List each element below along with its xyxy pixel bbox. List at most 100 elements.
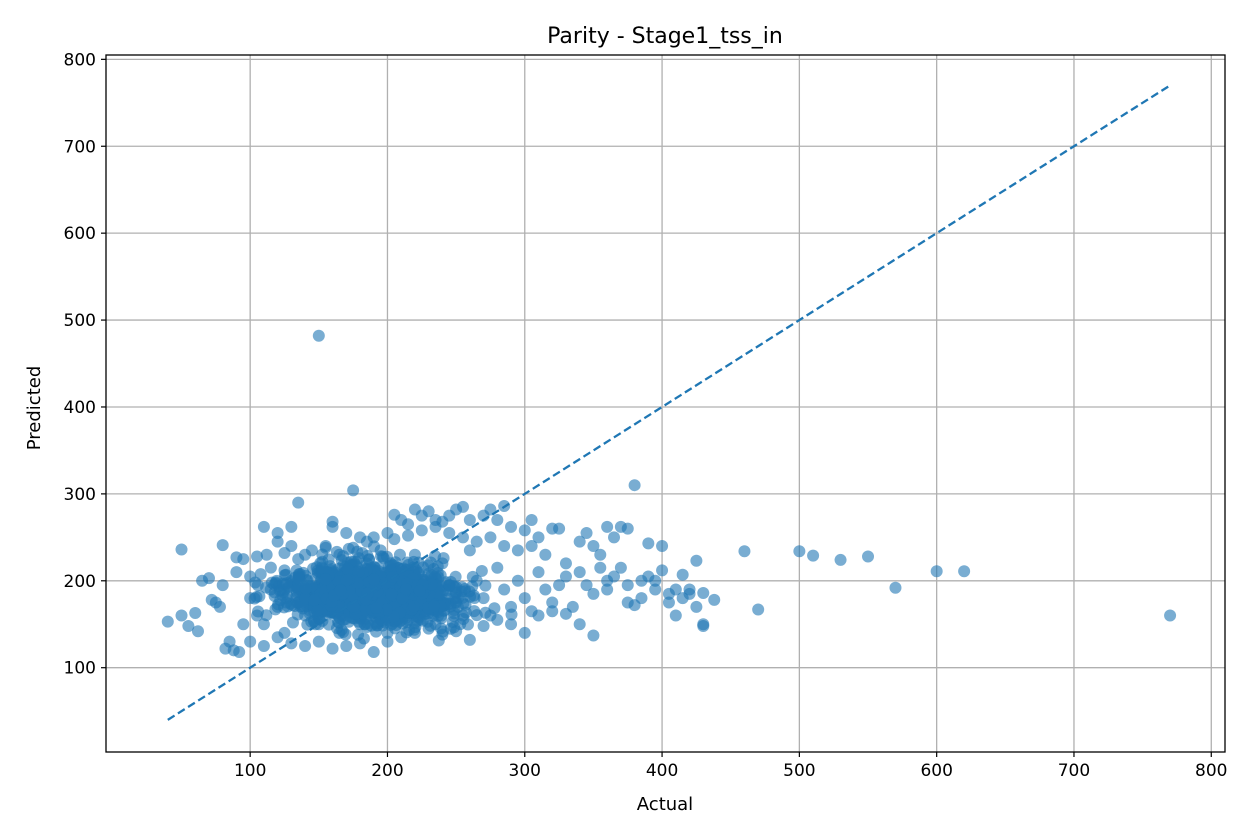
grid xyxy=(106,55,1225,752)
data-point xyxy=(566,600,579,613)
data-point xyxy=(305,544,318,557)
data-point xyxy=(466,570,479,583)
data-point xyxy=(662,596,675,609)
y-tick-label: 300 xyxy=(64,485,96,505)
data-point xyxy=(477,619,490,632)
data-point xyxy=(505,618,518,631)
data-point xyxy=(271,535,284,548)
data-point xyxy=(546,596,559,609)
data-point xyxy=(340,526,353,539)
data-point xyxy=(573,535,586,548)
data-point xyxy=(293,572,306,585)
data-point xyxy=(425,578,438,591)
data-point xyxy=(443,526,456,539)
data-point xyxy=(834,553,847,566)
data-point xyxy=(448,607,461,620)
data-point xyxy=(649,583,662,596)
x-tick-label: 300 xyxy=(509,761,541,781)
data-point xyxy=(316,548,329,561)
data-point xyxy=(546,605,559,618)
data-point xyxy=(498,583,511,596)
data-point xyxy=(237,553,250,566)
data-point xyxy=(518,524,531,537)
data-point xyxy=(752,603,765,616)
data-point xyxy=(793,545,806,558)
data-point xyxy=(307,615,320,628)
data-point xyxy=(468,605,481,618)
data-point xyxy=(175,543,188,556)
y-axis-ticks: 100 200 300 400 500 600 700 800 xyxy=(64,50,106,679)
x-tick-label: 500 xyxy=(783,761,815,781)
data-point xyxy=(491,513,504,526)
data-point xyxy=(271,631,284,644)
y-tick-label: 400 xyxy=(64,398,96,418)
data-point xyxy=(432,634,445,647)
data-point xyxy=(402,518,415,531)
data-point xyxy=(341,563,354,576)
data-point xyxy=(580,526,593,539)
x-tick-label: 800 xyxy=(1195,761,1227,781)
data-point xyxy=(690,554,703,567)
data-point xyxy=(463,633,476,646)
data-point xyxy=(518,592,531,605)
data-point xyxy=(352,565,365,578)
data-point xyxy=(656,564,669,577)
x-tick-label: 100 xyxy=(234,761,266,781)
data-point xyxy=(274,594,287,607)
y-tick-label: 100 xyxy=(64,659,96,679)
data-point xyxy=(422,559,435,572)
data-point xyxy=(930,565,943,578)
data-point xyxy=(368,540,381,553)
data-point xyxy=(280,577,293,590)
y-tick-label: 700 xyxy=(64,137,96,157)
data-point xyxy=(299,639,312,652)
data-point xyxy=(553,579,566,592)
data-point xyxy=(587,629,600,642)
data-point xyxy=(580,579,593,592)
data-point xyxy=(330,545,343,558)
data-point xyxy=(587,587,600,600)
data-point xyxy=(498,540,511,553)
data-point xyxy=(260,581,273,594)
data-point xyxy=(539,548,552,561)
plot-frame xyxy=(105,54,1226,753)
data-point xyxy=(308,594,321,607)
data-point xyxy=(511,574,524,587)
data-point xyxy=(257,639,270,652)
data-point xyxy=(384,557,397,570)
data-point xyxy=(307,562,320,575)
data-point xyxy=(189,606,202,619)
data-point xyxy=(191,625,204,638)
data-point xyxy=(326,642,339,655)
data-point xyxy=(213,600,226,613)
dense-cluster xyxy=(248,540,518,647)
data-point xyxy=(479,579,492,592)
data-point xyxy=(708,593,721,606)
data-point xyxy=(475,564,488,577)
data-point xyxy=(470,535,483,548)
data-point xyxy=(450,581,463,594)
chart-title: Parity - Stage1_tss_in xyxy=(547,24,783,49)
data-point xyxy=(621,579,634,592)
data-point xyxy=(253,590,266,603)
x-tick-label: 200 xyxy=(371,761,403,781)
data-point xyxy=(621,522,634,535)
data-point xyxy=(491,561,504,574)
data-point xyxy=(525,540,538,553)
data-point xyxy=(380,603,393,616)
y-tick-label: 200 xyxy=(64,572,96,592)
data-point xyxy=(477,592,490,605)
data-point xyxy=(505,520,518,533)
data-point xyxy=(594,548,607,561)
data-point xyxy=(463,513,476,526)
data-point xyxy=(393,548,406,561)
x-axis-ticks: 100 200 300 400 500 600 700 800 xyxy=(234,752,1227,781)
data-point xyxy=(244,635,257,648)
data-point xyxy=(388,533,401,546)
data-point xyxy=(532,609,545,622)
data-point xyxy=(292,553,305,566)
data-point xyxy=(311,604,324,617)
data-point xyxy=(312,329,325,342)
data-point xyxy=(352,628,365,641)
data-point xyxy=(334,584,347,597)
